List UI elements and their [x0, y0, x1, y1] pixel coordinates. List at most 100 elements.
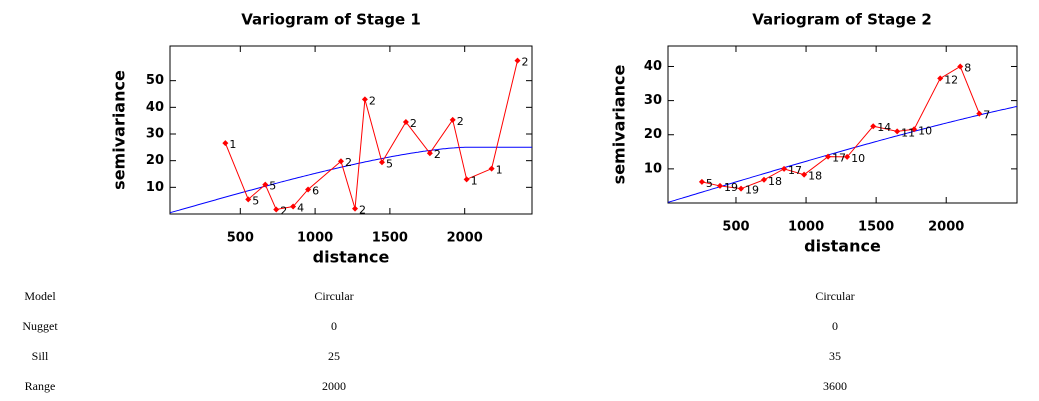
pair-count: 18 — [768, 175, 782, 188]
data-point — [976, 110, 983, 117]
x-axis-label: distance — [804, 237, 881, 256]
pair-count: 8 — [964, 61, 971, 74]
data-point — [222, 140, 229, 147]
x-tick-label: 2000 — [928, 220, 964, 235]
pair-count: 2 — [345, 156, 352, 169]
data-point — [305, 186, 312, 193]
pair-count: 1 — [471, 174, 478, 187]
data-point — [488, 165, 495, 172]
chart-title: Variogram of Stage 2 — [752, 11, 932, 29]
chart-title: Variogram of Stage 1 — [241, 11, 421, 29]
data-point — [426, 150, 433, 157]
data-point — [911, 126, 918, 133]
pair-count: 1 — [496, 164, 503, 177]
table-cell: 3600 — [823, 379, 847, 393]
pair-count: 4 — [297, 202, 304, 215]
y-tick-label: 10 — [644, 161, 662, 176]
table-row-header: Range — [25, 379, 56, 393]
x-axis-label: distance — [313, 248, 390, 267]
data-line — [701, 65, 980, 190]
x-tick-label: 1500 — [858, 220, 894, 235]
data-point — [761, 176, 768, 183]
data-point — [844, 153, 851, 160]
y-axis-label: semivariance — [110, 70, 129, 190]
model-curve — [170, 146, 532, 214]
pair-count: 5 — [252, 194, 259, 207]
pair-count: 19 — [745, 184, 759, 197]
data-point — [716, 182, 723, 189]
table-cell: 0 — [331, 319, 337, 333]
pair-count: 18 — [808, 170, 822, 183]
data-point — [514, 57, 521, 64]
y-tick-label: 40 — [146, 100, 164, 115]
data-point — [801, 171, 808, 178]
data-point — [352, 205, 359, 212]
pair-count: 5 — [706, 177, 713, 190]
pair-count: 2 — [369, 94, 376, 107]
pair-count: 2 — [457, 115, 464, 128]
data-point — [262, 181, 269, 188]
table-cell: Circular — [815, 289, 854, 303]
pair-count: 6 — [312, 184, 319, 197]
table-cell: 35 — [829, 349, 841, 363]
pair-count: 2 — [521, 56, 528, 69]
model-curve — [668, 106, 1017, 203]
pair-count: 2 — [410, 117, 417, 130]
y-axis-label: semivariance — [610, 65, 629, 185]
pair-count: 2 — [280, 204, 287, 217]
pair-count: 7 — [983, 109, 990, 122]
x-tick-label: 2000 — [447, 231, 483, 246]
y-tick-label: 30 — [644, 93, 662, 108]
pair-count: 2 — [434, 148, 441, 161]
data-point — [378, 159, 385, 166]
y-tick-label: 20 — [146, 153, 164, 168]
data-point — [290, 203, 297, 210]
pair-count: 11 — [901, 126, 915, 139]
data-point — [273, 206, 280, 213]
data-point — [781, 165, 788, 172]
x-tick-label: 1500 — [372, 231, 408, 246]
table-row-header: Model — [24, 289, 56, 303]
pair-count: 12 — [944, 73, 958, 86]
pair-count: 5 — [269, 180, 276, 193]
pair-count: 2 — [359, 204, 366, 217]
table-cell: Circular — [314, 289, 353, 303]
data-point — [937, 75, 944, 82]
pair-count: 17 — [832, 152, 846, 165]
pair-count: 10 — [851, 152, 865, 165]
plot-frame — [169, 45, 533, 215]
y-tick-label: 10 — [146, 180, 164, 195]
data-line — [224, 60, 518, 211]
data-point — [894, 128, 901, 135]
x-tick-label: 500 — [227, 231, 254, 246]
data-point — [449, 116, 456, 123]
data-point — [245, 196, 252, 203]
data-point — [870, 123, 877, 130]
data-point — [463, 176, 470, 183]
plot-area — [668, 63, 1017, 203]
x-tick-label: 1000 — [788, 220, 824, 235]
y-tick-label: 20 — [644, 127, 662, 142]
table-row-header: Nugget — [22, 319, 58, 333]
y-tick-label: 50 — [146, 73, 164, 88]
pair-count: 17 — [788, 164, 802, 177]
data-point — [402, 119, 409, 125]
pair-count: 19 — [724, 181, 738, 194]
y-tick-label: 40 — [644, 59, 662, 74]
table-row-header: Sill — [32, 349, 49, 363]
data-point — [825, 153, 832, 160]
x-tick-label: 500 — [722, 220, 749, 235]
pair-count: 10 — [918, 124, 932, 137]
plot-area — [170, 57, 532, 214]
x-tick-label: 1000 — [297, 231, 333, 246]
pair-count: 5 — [386, 157, 393, 170]
pair-count: 1 — [229, 138, 236, 151]
data-point — [957, 63, 964, 70]
table-cell: 25 — [328, 349, 340, 363]
data-point — [361, 96, 368, 103]
data-point — [337, 158, 344, 165]
table-cell: 0 — [832, 319, 838, 333]
table-cell: 2000 — [322, 379, 346, 393]
pair-count: 14 — [877, 121, 891, 134]
